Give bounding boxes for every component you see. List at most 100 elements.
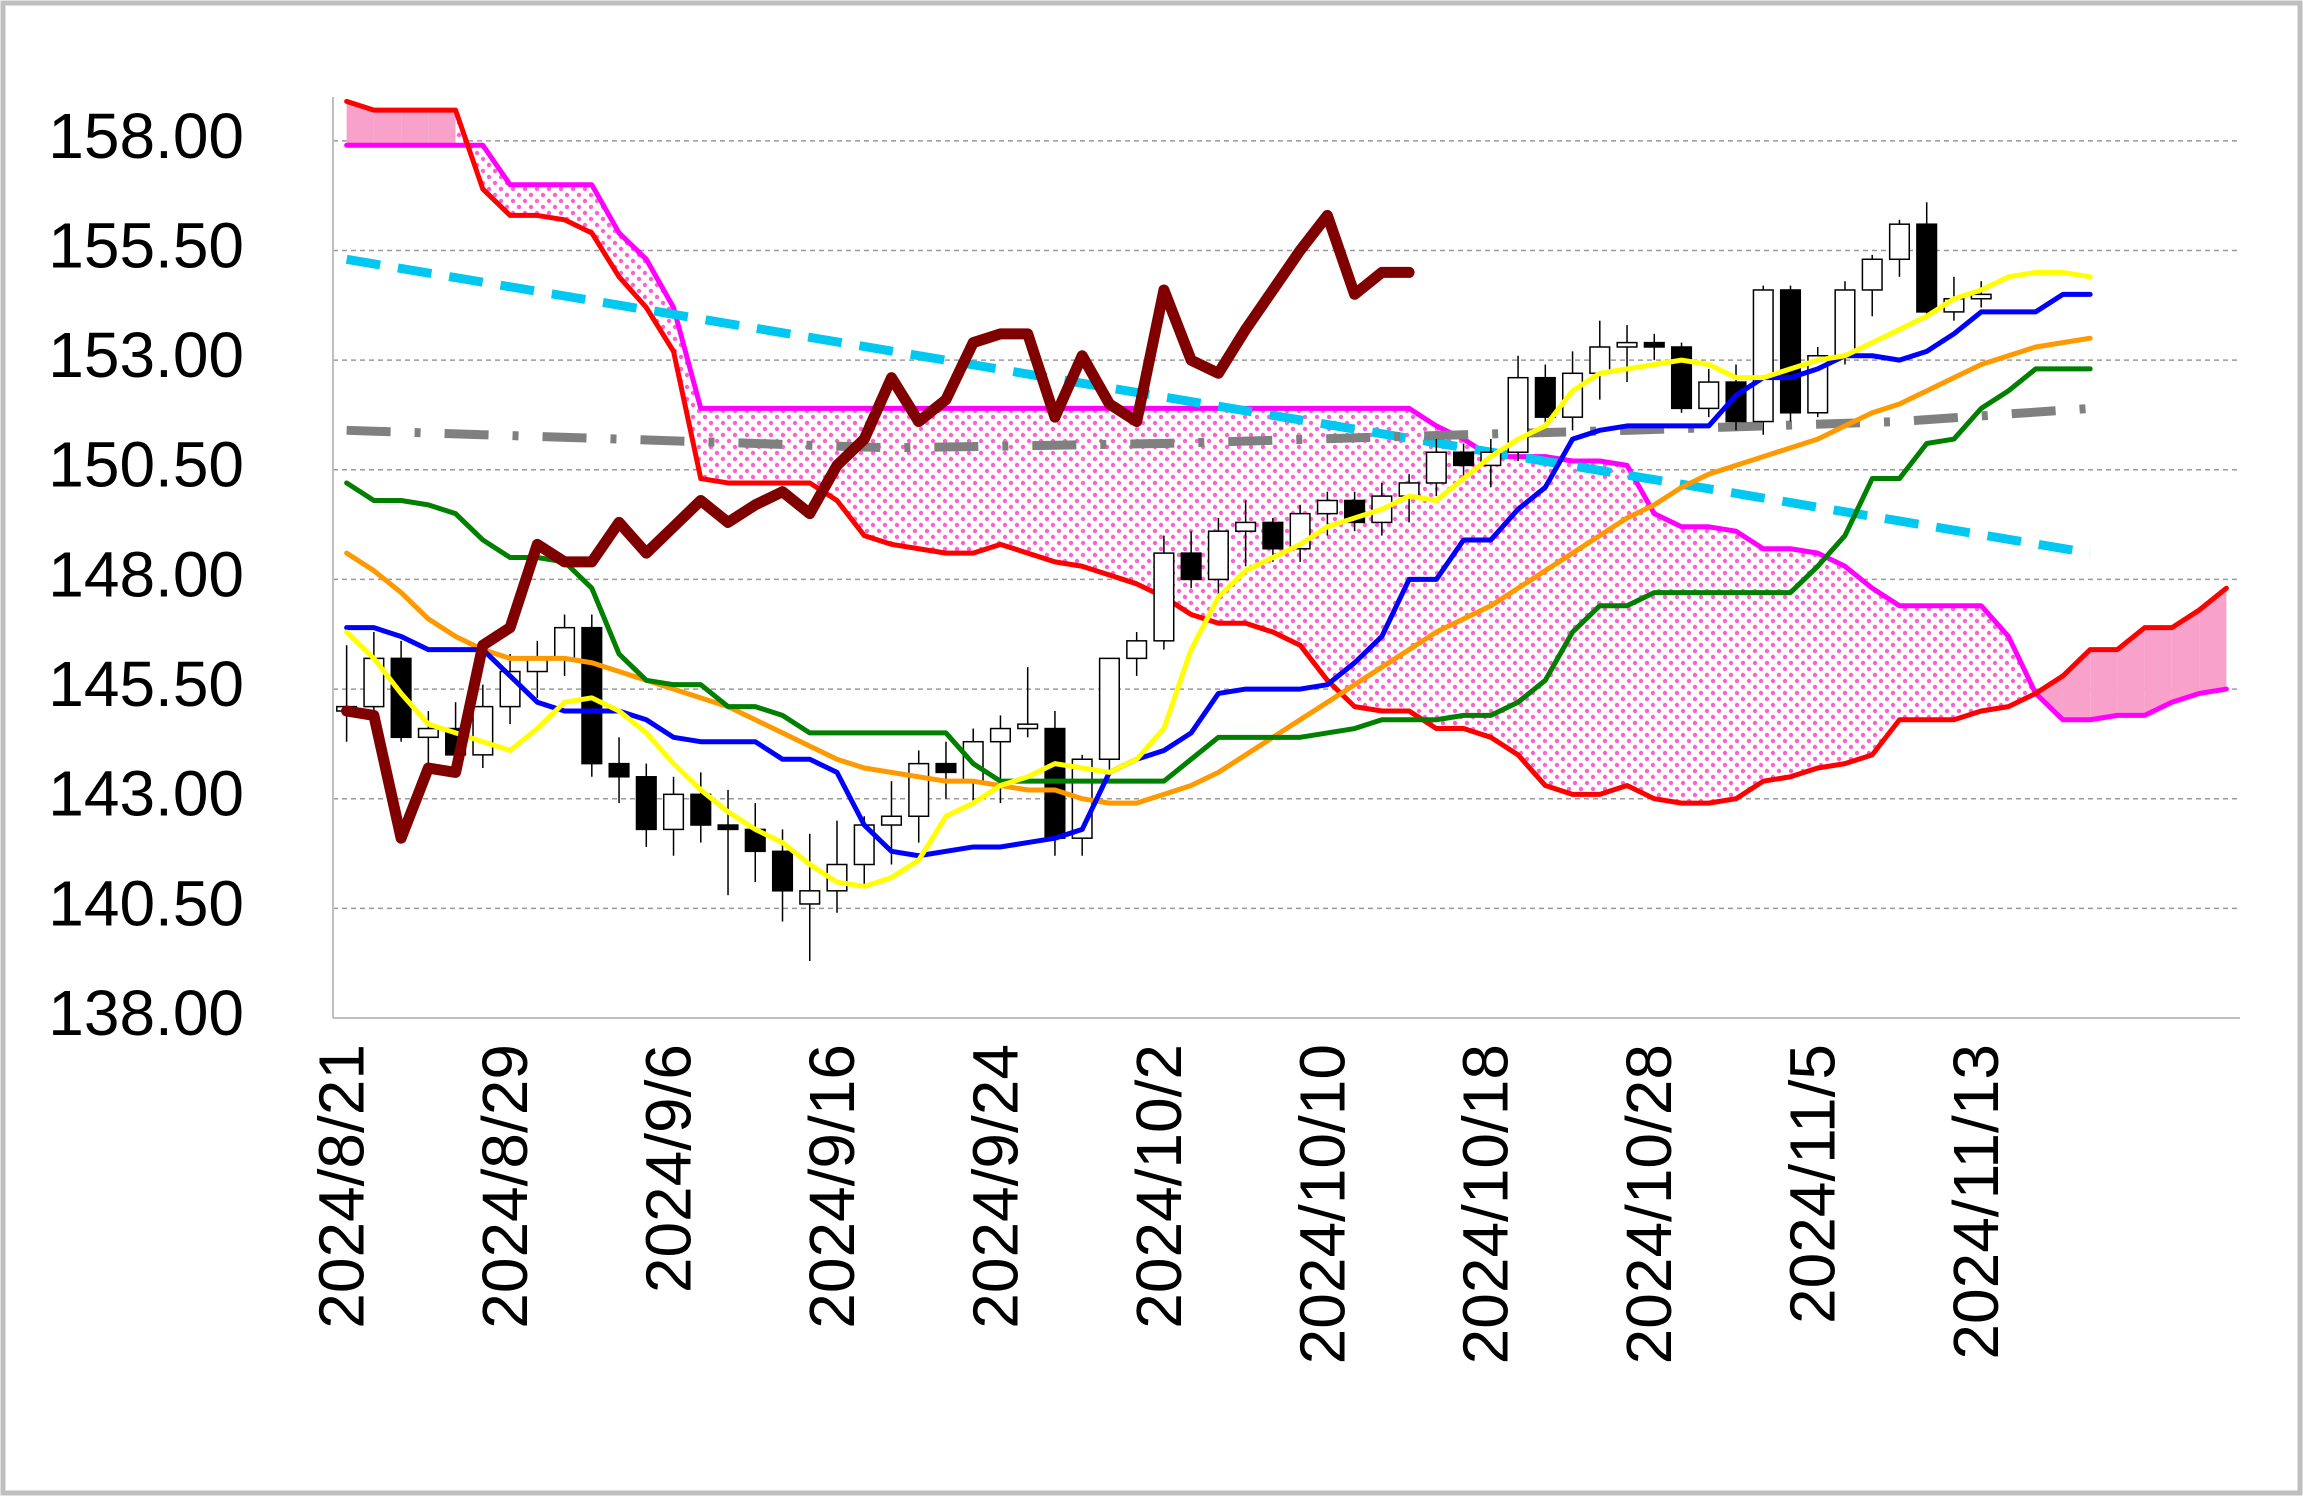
cloud-segment [1681, 526, 1709, 804]
x-tick-label: 2024/9/6 [632, 1044, 704, 1293]
cloud-segment [700, 408, 729, 483]
cloud-segment [510, 184, 538, 216]
y-tick-label: 155.50 [48, 209, 244, 281]
cloud-segment [945, 408, 974, 554]
candle-body [690, 793, 712, 826]
cloud-segment [1191, 408, 1219, 624]
cloud-segment [1899, 605, 1927, 720]
candle-body [1126, 640, 1148, 660]
x-tick-label: 2024/8/29 [469, 1044, 541, 1329]
cloud-segment [2171, 610, 2200, 703]
cloud-segment [591, 184, 620, 277]
x-tick-label: 2024/10/28 [1613, 1044, 1685, 1364]
cloud-segment [646, 259, 674, 352]
candle-body [1235, 521, 1257, 532]
candle-body [1916, 223, 1938, 313]
cloud-segment [1136, 408, 1164, 597]
candle-body [1698, 381, 1720, 410]
candle-body [1153, 552, 1175, 642]
candle-body [717, 824, 739, 831]
cloud-segment [973, 408, 1001, 554]
cloud-segment [428, 110, 456, 146]
cloud-segment [1545, 456, 1573, 795]
candle-body [417, 727, 439, 739]
y-tick-label: 140.50 [48, 867, 244, 939]
line [344, 142, 2229, 723]
candle-body [1779, 289, 1802, 414]
y-tick-label: 143.00 [48, 758, 244, 830]
candle-body [662, 793, 685, 831]
y-tick-label: 148.00 [48, 538, 244, 610]
candle-body [1098, 657, 1120, 760]
cloud-segment [346, 101, 374, 146]
line [344, 269, 2093, 889]
cloud-segment [1054, 408, 1083, 567]
candle-body [1888, 223, 1911, 261]
x-tick-label: 2024/8/21 [306, 1044, 378, 1329]
candle-body [1262, 521, 1284, 550]
candle-body [1425, 451, 1447, 484]
x-tick-label: 2024/9/16 [796, 1044, 868, 1329]
cloud-segment [1953, 605, 1982, 720]
y-tick-label: 150.50 [48, 429, 244, 501]
cloud-segment [2144, 627, 2172, 716]
candle-body [1616, 341, 1638, 348]
candle-body [1834, 289, 1856, 357]
cloud-segment [1763, 548, 1791, 782]
cloud-segment [1627, 465, 1655, 799]
cloud-segment [1872, 588, 1900, 755]
cloud-segment [2117, 627, 2145, 716]
cloud-segment [1027, 408, 1055, 562]
candle-body [1970, 293, 1992, 300]
cloud-segment [1327, 408, 1355, 707]
x-tick-label: 2024/10/18 [1450, 1044, 1522, 1364]
line [344, 366, 2093, 784]
cloud-segment [891, 408, 919, 549]
candle-body [1561, 372, 1584, 418]
candle-body [1453, 451, 1475, 467]
candle-body [771, 850, 794, 892]
x-tick-label: 2024/11/5 [1777, 1044, 1849, 1324]
candle-body [1316, 499, 1338, 515]
cloud-segment [1082, 408, 1110, 576]
cloud-segment [1518, 456, 1546, 786]
candle-body [390, 657, 412, 739]
y-tick-label: 138.00 [48, 977, 244, 1049]
candle-body [935, 762, 957, 774]
candle-body [799, 890, 821, 905]
cloud-segment [619, 232, 647, 308]
cloud-segment [1000, 408, 1028, 554]
x-tick-label: 2024/11/13 [1940, 1044, 2012, 1360]
candle-body [1017, 723, 1039, 730]
cloud-segment [1272, 408, 1301, 646]
trendline [345, 254, 2091, 558]
candle-body [1643, 341, 1665, 348]
candle-body [880, 815, 903, 826]
candle-body [908, 762, 930, 818]
x-tick-label: 2024/10/2 [1123, 1044, 1195, 1329]
y-tick-label: 145.50 [48, 648, 244, 720]
cloud-segment [2199, 588, 2227, 694]
y-tick-label: 153.00 [48, 319, 244, 391]
cloud-segment [1708, 526, 1737, 804]
y-tick-label: 158.00 [48, 100, 244, 172]
candle-body [1180, 552, 1202, 581]
cloud-segment [1654, 513, 1682, 804]
line [344, 98, 2229, 806]
candle-body [1534, 376, 1556, 418]
cloud-segment [373, 110, 402, 146]
cloud-segment [2090, 649, 2118, 720]
candle-body [1670, 346, 1693, 410]
cloud-segment [1300, 408, 1328, 681]
line [341, 209, 1415, 844]
cloud-segment [1354, 408, 1382, 711]
x-tick-label: 2024/9/24 [959, 1044, 1031, 1329]
cloud-segment [2035, 675, 2063, 720]
cloud-segment [1736, 531, 1764, 799]
cloud-segment [2062, 649, 2091, 720]
cloud-segment [537, 184, 565, 220]
candle-body [554, 626, 576, 660]
cloud-segment [782, 408, 810, 483]
candle-body [989, 727, 1012, 743]
